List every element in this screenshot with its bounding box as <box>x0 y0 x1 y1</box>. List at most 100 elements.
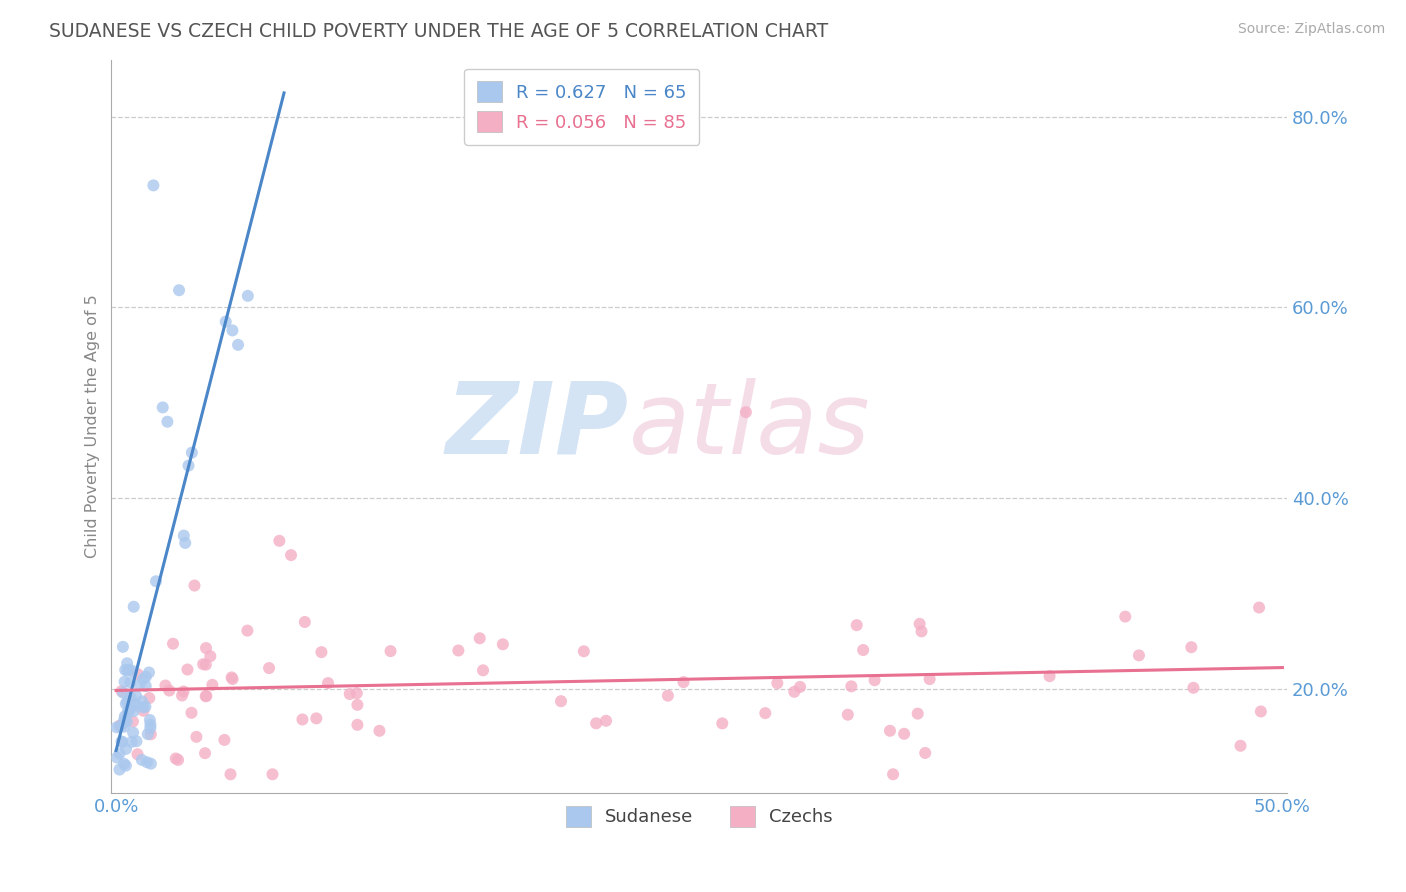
Point <box>783 685 806 699</box>
Point <box>492 637 515 651</box>
Point <box>132 700 155 714</box>
Point <box>311 645 333 659</box>
Point <box>176 663 198 677</box>
Point <box>142 178 165 193</box>
Point <box>893 727 915 741</box>
Point <box>879 723 901 738</box>
Point <box>122 599 145 614</box>
Point <box>291 713 314 727</box>
Point <box>789 680 811 694</box>
Point <box>117 694 139 708</box>
Point <box>112 713 135 727</box>
Point <box>135 679 157 693</box>
Point <box>194 657 217 672</box>
Point <box>1128 648 1150 663</box>
Point <box>918 672 941 686</box>
Point <box>908 616 931 631</box>
Point <box>122 704 145 718</box>
Point <box>852 643 875 657</box>
Point <box>135 670 157 684</box>
Point <box>550 694 572 708</box>
Point <box>115 758 138 772</box>
Point <box>124 698 146 712</box>
Point <box>115 714 138 729</box>
Point <box>339 687 361 701</box>
Point <box>155 679 177 693</box>
Point <box>145 574 167 589</box>
Point <box>110 718 132 732</box>
Text: Source: ZipAtlas.com: Source: ZipAtlas.com <box>1237 22 1385 37</box>
Point <box>1038 669 1060 683</box>
Point <box>346 698 368 712</box>
Point <box>167 283 190 297</box>
Point <box>105 750 128 764</box>
Text: SUDANESE VS CZECH CHILD POVERTY UNDER THE AGE OF 5 CORRELATION CHART: SUDANESE VS CZECH CHILD POVERTY UNDER TH… <box>49 22 828 41</box>
Point <box>114 709 136 723</box>
Point <box>167 753 190 767</box>
Point <box>766 676 789 690</box>
Point <box>115 657 138 671</box>
Point <box>257 661 280 675</box>
Point <box>162 637 184 651</box>
Point <box>1229 739 1251 753</box>
Point <box>1180 640 1202 655</box>
Point <box>121 735 143 749</box>
Point <box>111 640 134 654</box>
Point <box>173 684 195 698</box>
Point <box>572 644 595 658</box>
Point <box>105 720 128 734</box>
Point <box>226 338 249 352</box>
Point <box>657 689 679 703</box>
Point <box>127 747 149 762</box>
Point <box>127 667 149 681</box>
Point <box>114 674 136 689</box>
Point <box>128 678 150 692</box>
Point <box>174 536 197 550</box>
Point <box>121 664 143 678</box>
Point <box>221 670 243 684</box>
Point <box>111 735 134 749</box>
Point <box>157 683 180 698</box>
Point <box>236 289 259 303</box>
Point <box>316 676 339 690</box>
Point <box>110 734 132 748</box>
Point <box>170 689 193 703</box>
Point <box>262 767 284 781</box>
Point <box>108 747 131 761</box>
Point <box>115 742 138 756</box>
Point <box>735 405 758 419</box>
Point <box>221 323 243 337</box>
Point <box>139 727 162 741</box>
Point <box>122 714 145 729</box>
Point <box>180 445 202 459</box>
Point <box>165 751 187 765</box>
Point <box>132 672 155 686</box>
Point <box>711 716 734 731</box>
Point <box>138 691 160 706</box>
Point <box>134 699 156 714</box>
Point <box>138 665 160 680</box>
Point <box>112 685 135 699</box>
Point <box>672 675 695 690</box>
Point <box>193 657 215 672</box>
Point <box>1250 705 1272 719</box>
Point <box>468 632 491 646</box>
Point <box>139 717 162 731</box>
Point <box>183 578 205 592</box>
Point <box>215 315 238 329</box>
Point <box>472 663 495 677</box>
Point <box>305 711 328 725</box>
Point <box>108 719 131 733</box>
Point <box>214 733 236 747</box>
Point <box>754 706 776 720</box>
Point <box>585 716 607 731</box>
Point <box>910 624 932 639</box>
Point <box>186 730 208 744</box>
Point <box>156 415 179 429</box>
Point <box>194 746 217 760</box>
Point <box>136 756 159 770</box>
Point <box>118 663 141 677</box>
Point <box>907 706 929 721</box>
Point <box>112 756 135 771</box>
Point <box>117 703 139 717</box>
